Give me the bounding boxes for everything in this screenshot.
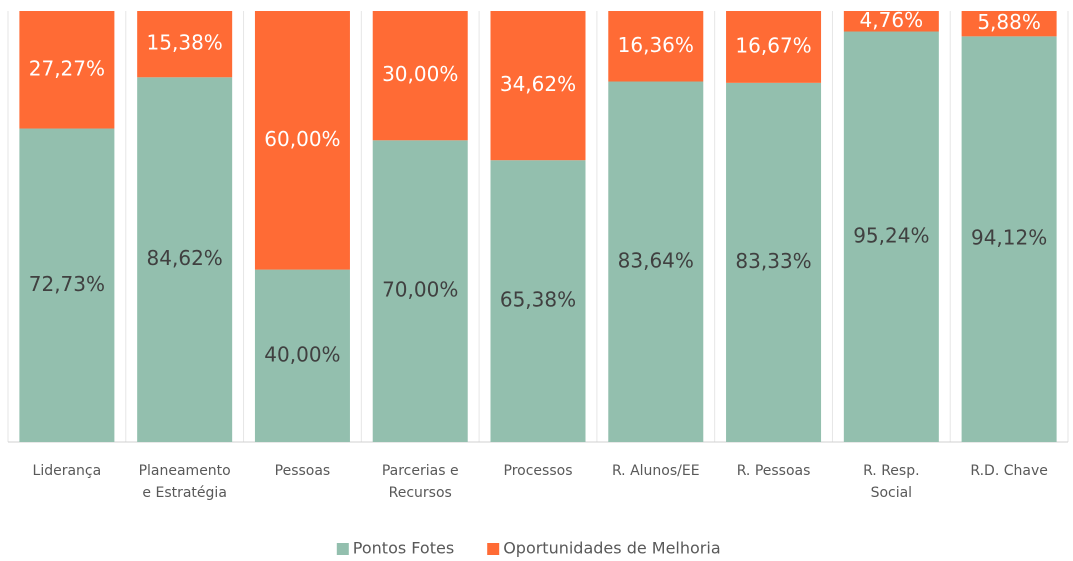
x-tick-label: Planeamento e Estratégia	[138, 463, 231, 501]
data-label: 70,00%	[382, 278, 458, 302]
x-tick-label: Parcerias e Recursos	[381, 463, 459, 501]
bar-segment	[490, 160, 586, 442]
data-label: 27,27%	[29, 56, 105, 80]
data-label: 84,62%	[147, 246, 223, 270]
data-label: 83,64%	[618, 248, 694, 272]
data-label: 15,38%	[147, 31, 223, 55]
bar-segment	[608, 81, 704, 442]
bar-segment	[137, 77, 233, 442]
legend-swatch	[336, 543, 349, 555]
legend-label: Oportunidades de Melhoria	[503, 539, 720, 558]
legend-swatch	[487, 543, 500, 555]
data-label: 94,12%	[971, 226, 1047, 250]
x-tick-label: R. Pessoas	[736, 463, 811, 479]
data-label: 60,00%	[264, 127, 340, 151]
data-label: 16,67%	[735, 33, 811, 57]
bar-segment	[726, 82, 822, 442]
bar-segment	[254, 269, 350, 442]
legend-label: Pontos Fotes	[353, 539, 454, 558]
bar-segment	[726, 11, 822, 83]
bar-segment	[254, 11, 350, 270]
bar-segment	[961, 36, 1057, 442]
bar-segment	[372, 11, 468, 141]
data-label: 4,76%	[860, 8, 924, 32]
data-label: 40,00%	[264, 342, 340, 366]
x-tick-label: Liderança	[32, 463, 102, 479]
x-tick-label: R. Alunos/EE	[611, 463, 700, 479]
data-label: 72,73%	[29, 272, 105, 296]
bar-segment	[843, 11, 939, 32]
bar-segment	[19, 11, 115, 129]
bar-segment	[372, 140, 468, 443]
bar-segment	[19, 128, 115, 443]
bar-segment	[137, 11, 233, 78]
x-tick-label: R. Resp. Social	[863, 463, 920, 501]
data-label: 34,62%	[500, 72, 576, 96]
bar-segment	[961, 11, 1057, 37]
x-tick-label: R.D. Chave	[970, 463, 1048, 479]
x-tick-label: Pessoas	[274, 463, 331, 479]
bar-segment	[490, 11, 586, 161]
data-label: 95,24%	[853, 223, 929, 247]
x-tick-label: Processos	[503, 463, 573, 479]
bar-segment	[843, 31, 939, 443]
bar-segment	[608, 11, 704, 82]
data-label: 16,36%	[618, 33, 694, 57]
data-label: 5,88%	[977, 10, 1041, 34]
data-label: 65,38%	[500, 288, 576, 312]
data-label: 30,00%	[382, 62, 458, 86]
data-label: 83,33%	[735, 249, 811, 273]
